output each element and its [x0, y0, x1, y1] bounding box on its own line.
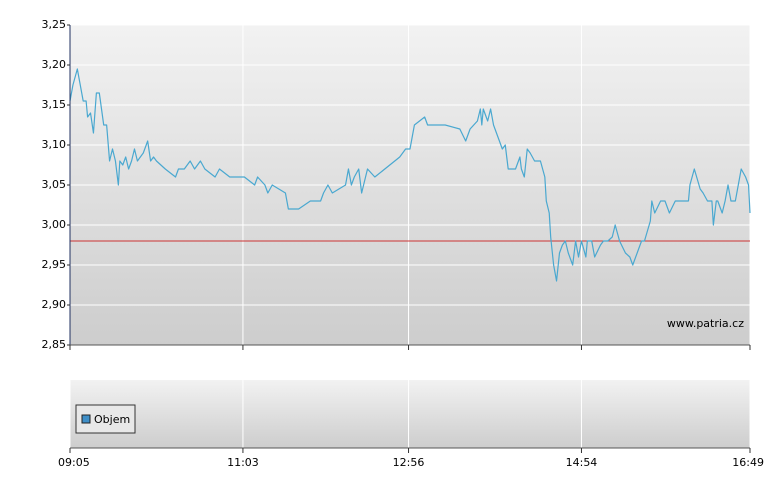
- legend: Objem: [75, 404, 136, 434]
- legend-swatch: [81, 414, 91, 424]
- y-tick-label: 2,90: [42, 298, 67, 311]
- x-tick-label: 09:05: [58, 456, 90, 469]
- legend-label: Objem: [94, 413, 130, 426]
- y-tick-label: 3,15: [42, 98, 67, 111]
- x-tick-label: 14:54: [566, 456, 598, 469]
- y-tick-label: 3,20: [42, 58, 67, 71]
- price-line: [69, 68, 751, 282]
- volume-panel: [70, 380, 750, 448]
- y-tick-label: 2,85: [42, 338, 67, 351]
- y-tick-label: 3,25: [42, 18, 67, 31]
- marks: [69, 68, 751, 282]
- x-tick-label: 11:03: [227, 456, 259, 469]
- y-tick-label: 3,05: [42, 178, 67, 191]
- x-tick-label: 12:56: [393, 456, 425, 469]
- y-tick-label: 3,10: [42, 138, 67, 151]
- watermark: www.patria.cz: [667, 317, 744, 330]
- y-tick-label: 2,95: [42, 258, 67, 271]
- y-tick-label: 3,00: [42, 218, 67, 231]
- x-tick-label: 16:49: [732, 456, 764, 469]
